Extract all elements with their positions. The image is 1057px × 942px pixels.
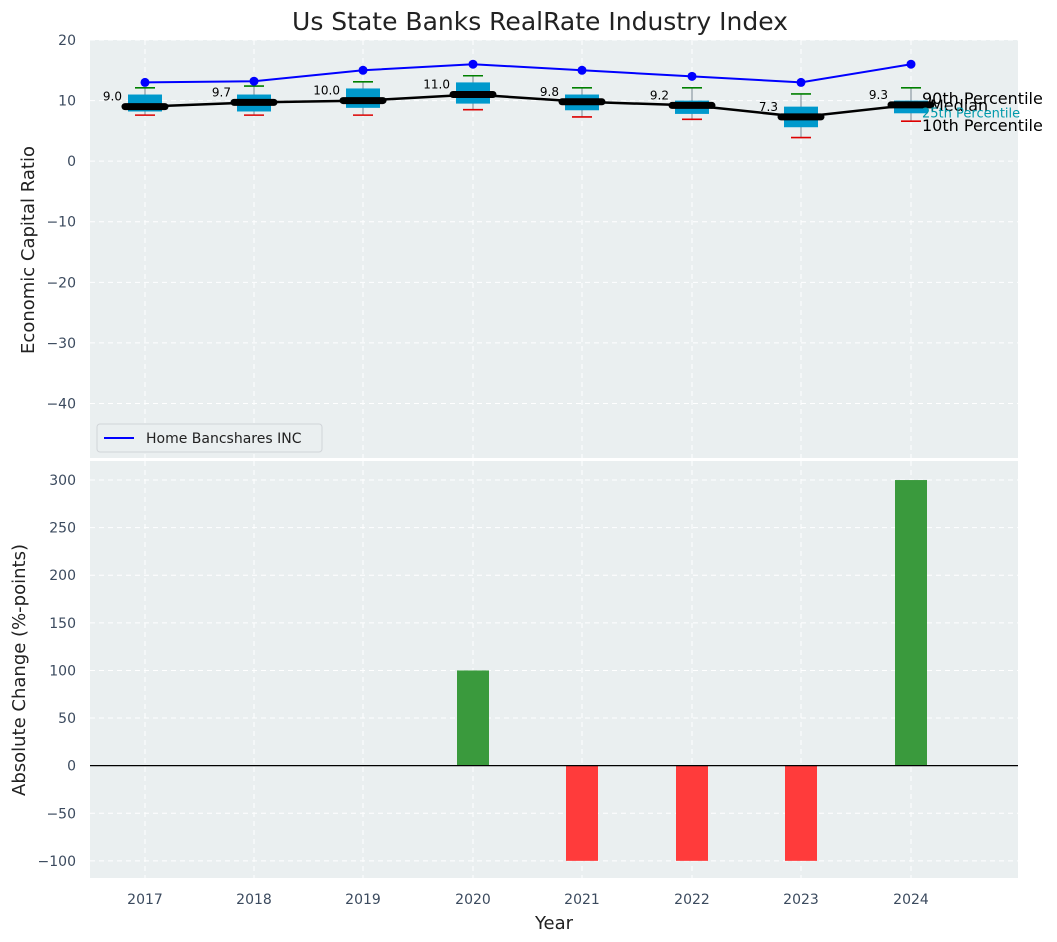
x-tick-label: 2023 xyxy=(783,892,819,908)
top-y-tick-label: 20 xyxy=(58,33,76,49)
change-bar xyxy=(785,765,817,861)
top-y-tick-label: 0 xyxy=(67,154,76,170)
top-y-tick-label: 10 xyxy=(58,94,76,110)
change-bar xyxy=(895,480,927,766)
median-value-label: 9.2 xyxy=(650,88,669,102)
x-tick-label: 2018 xyxy=(236,892,272,908)
top-y-axis-label: Economic Capital Ratio xyxy=(18,146,39,354)
x-axis-label: Year xyxy=(534,913,574,934)
median-value-label: 9.0 xyxy=(103,90,122,104)
top-y-tick-label: −20 xyxy=(46,275,76,291)
chart-title: Us State Banks RealRate Industry Index xyxy=(292,7,788,36)
legend: Home Bancshares INC xyxy=(96,423,323,453)
home-bancshares-point xyxy=(687,71,697,81)
bottom-y-tick-label: −100 xyxy=(38,854,76,870)
bottom-y-tick-label: 300 xyxy=(49,473,76,489)
annotation-median: Median xyxy=(930,96,988,115)
median-value-label: 7.3 xyxy=(759,100,778,114)
top-y-tick-label: −10 xyxy=(46,215,76,231)
change-bar xyxy=(566,765,598,861)
bottom-y-tick-label: 0 xyxy=(67,759,76,775)
top-y-tick-label: −30 xyxy=(46,336,76,352)
x-tick-label: 2017 xyxy=(127,892,163,908)
x-tick-label: 2019 xyxy=(345,892,381,908)
series-lines: 9.0 9.7 10.0 11.0 9.8 9.2 7.3 9.3 xyxy=(103,59,935,121)
legend-label-home-bancshares: Home Bancshares INC xyxy=(146,431,302,447)
annotation-10th-percentile: 10th Percentile xyxy=(922,116,1043,135)
x-tick-label: 2022 xyxy=(674,892,710,908)
x-tick-labels: 2017 2018 2019 2020 2021 2022 2023 2024 xyxy=(127,892,929,908)
bottom-y-axis-label: Absolute Change (%-points) xyxy=(9,544,30,796)
bottom-panel-background xyxy=(90,461,1018,878)
change-bars xyxy=(457,480,927,861)
median-value-label: 10.0 xyxy=(313,84,340,98)
legend-frame xyxy=(96,423,323,453)
home-bancshares-point xyxy=(468,59,478,69)
median-value-label: 9.7 xyxy=(212,85,231,99)
change-bar xyxy=(457,670,489,766)
x-tick-label: 2021 xyxy=(564,892,600,908)
home-bancshares-point xyxy=(249,76,259,86)
bottom-y-tick-label: 250 xyxy=(49,521,76,537)
home-bancshares-point xyxy=(358,65,368,75)
annotation-25th-percentile: 25th Percentile xyxy=(922,106,1020,121)
bottom-panel-y-ticks: 300 250 200 150 100 50 0 −50 −100 xyxy=(38,473,76,870)
bottom-y-tick-label: 100 xyxy=(49,663,76,679)
home-bancshares-point xyxy=(796,77,806,87)
home-bancshares-point xyxy=(140,77,150,87)
top-panel-y-ticks: 20 10 0 −10 −20 −30 −40 xyxy=(46,33,76,412)
bottom-y-tick-label: −50 xyxy=(46,806,76,822)
bottom-y-tick-label: 50 xyxy=(58,711,76,727)
change-bar xyxy=(676,765,708,861)
median-value-label: 11.0 xyxy=(423,78,450,92)
x-tick-label: 2024 xyxy=(893,892,929,908)
bottom-y-tick-label: 200 xyxy=(49,568,76,584)
median-value-label: 9.8 xyxy=(540,85,559,99)
median-value-label: 9.3 xyxy=(869,88,888,102)
bottom-y-tick-label: 150 xyxy=(49,616,76,632)
top-y-tick-label: −40 xyxy=(46,396,76,412)
home-bancshares-point xyxy=(906,59,916,69)
home-bancshares-line xyxy=(144,63,912,84)
annotation-90th-percentile: 90th Percentile xyxy=(922,89,1043,108)
x-tick-label: 2020 xyxy=(455,892,491,908)
home-bancshares-point xyxy=(577,65,587,75)
